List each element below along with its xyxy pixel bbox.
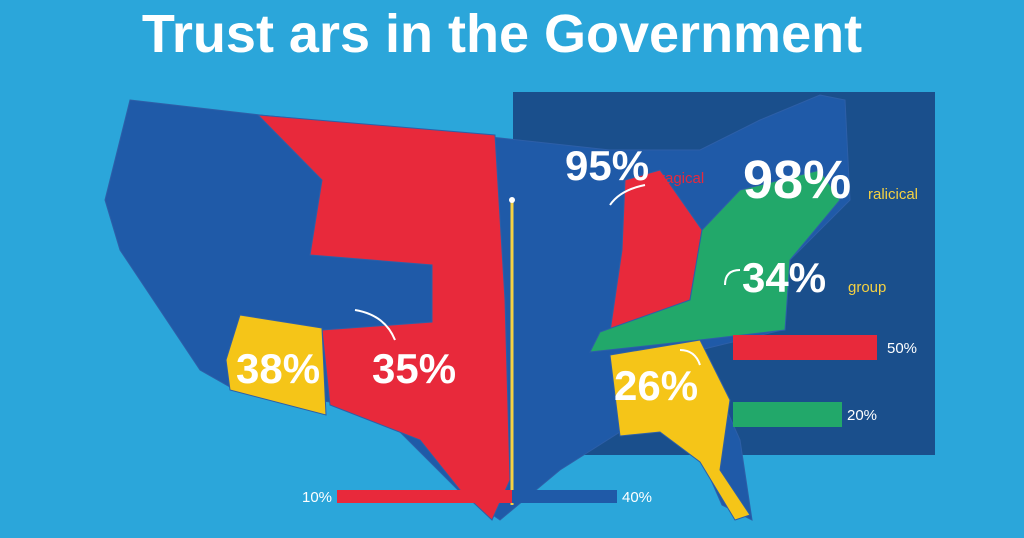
title: Trust ars in the Government: [142, 4, 862, 64]
region-green-ne: [589, 169, 841, 353]
label-note: ralicical: [868, 186, 918, 203]
connector: [354, 309, 396, 341]
region-yellow-se: [609, 339, 751, 521]
label-note: group: [848, 279, 886, 296]
map: [104, 94, 851, 521]
region-yellow-sw: [225, 314, 327, 416]
region-red-central: [256, 114, 511, 521]
legend-label: 20%: [847, 407, 877, 424]
label-value: 95%: [565, 142, 649, 189]
scale-bar-blue: [512, 490, 617, 503]
connector: [679, 349, 701, 366]
connector: [724, 269, 741, 286]
scale-label: 40%: [622, 489, 652, 506]
divider-dot: [509, 197, 515, 203]
legend-swatch-red: [733, 335, 877, 360]
label-value: 34%: [742, 254, 826, 301]
connectors: [354, 184, 741, 366]
label-value: 26%: [614, 362, 698, 409]
scale-label: 10%: [302, 489, 332, 506]
label-value: 38%: [236, 345, 320, 392]
label-note: ragical: [660, 170, 704, 187]
connector: [609, 184, 646, 206]
legend-label: 50%: [887, 340, 917, 357]
legend-swatch-green: [733, 402, 842, 427]
label-value: 98%: [743, 150, 851, 210]
scale-bar-red: [337, 490, 512, 503]
label-value: 35%: [372, 345, 456, 392]
